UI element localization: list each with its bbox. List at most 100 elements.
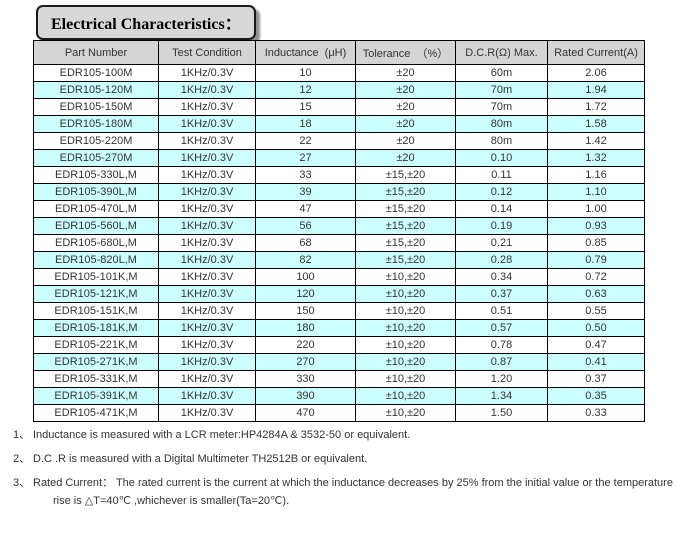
table-cell: 0.37 — [547, 370, 645, 388]
table-cell: EDR105-101K,M — [33, 268, 159, 286]
table-cell: EDR105-220M — [33, 132, 159, 150]
table-cell: ±10,±20 — [355, 336, 456, 354]
table-cell: EDR105-330L,M — [33, 166, 159, 184]
table-row: EDR105-100M 1KHz/0.3V 10 ±20 60m 2.06 — [33, 64, 645, 82]
table-cell: 0.41 — [547, 353, 645, 371]
note-number: 3、 — [13, 477, 31, 489]
table-cell: EDR105-390L,M — [33, 183, 159, 201]
table-cell: 0.10 — [455, 149, 548, 167]
table-cell: 220 — [255, 336, 356, 354]
table-cell: ±20 — [355, 149, 456, 167]
table-cell: 60m — [455, 64, 548, 82]
table-row: EDR105-221K,M 1KHz/0.3V 220 ±10,±20 0.78 0.47 — [33, 336, 645, 354]
table-cell: 68 — [255, 234, 356, 252]
table-cell: 2.06 — [547, 64, 645, 82]
table-row: EDR105-391K,M 1KHz/0.3V 390 ±10,±20 1.34 0.35 — [33, 387, 645, 405]
table-cell: ±15,±20 — [355, 166, 456, 184]
table-body: EDR105-100M 1KHz/0.3V 10 ±20 60m 2.06 EDR105-1… — [33, 64, 645, 422]
table-cell: 0.55 — [547, 302, 645, 320]
table-cell: 0.35 — [547, 387, 645, 405]
table-cell: ±20 — [355, 132, 456, 150]
table-cell: 0.34 — [455, 268, 548, 286]
table-cell: 1KHz/0.3V — [158, 353, 256, 371]
table-cell: 1.34 — [455, 387, 548, 405]
table-cell: 1KHz/0.3V — [158, 387, 256, 405]
note-text: Inductance is measured with a LCR meter:… — [33, 429, 411, 441]
table-cell: 0.12 — [455, 183, 548, 201]
table-cell: ±10,±20 — [355, 268, 456, 286]
column-header-test-condition: Test Condition — [158, 40, 256, 65]
note-number: 1、 — [13, 429, 31, 441]
table-row: EDR105-330L,M 1KHz/0.3V 33 ±15,±20 0.11 1.16 — [33, 166, 645, 184]
notes: 1、 Inductance is measured with a LCR mete… — [13, 429, 673, 519]
table-cell: 15 — [255, 98, 356, 116]
table-cell: EDR105-121K,M — [33, 285, 159, 303]
table-row: EDR105-331K,M 1KHz/0.3V 330 ±10,±20 1.20 0.37 — [33, 370, 645, 388]
table-cell: 1KHz/0.3V — [158, 285, 256, 303]
table-cell: EDR105-271K,M — [33, 353, 159, 371]
table-cell: ±15,±20 — [355, 217, 456, 235]
table-cell: 0.57 — [455, 319, 548, 337]
table-cell: EDR105-470L,M — [33, 200, 159, 218]
table-cell: EDR105-180M — [33, 115, 159, 133]
table-cell: ±10,±20 — [355, 302, 456, 320]
table-cell: ±20 — [355, 81, 456, 99]
table-cell: 0.79 — [547, 251, 645, 269]
table-row: EDR105-151K,M 1KHz/0.3V 150 ±10,±20 0.51 0.55 — [33, 302, 645, 320]
table-cell: 70m — [455, 98, 548, 116]
table-cell: 0.87 — [455, 353, 548, 371]
table-cell: 0.93 — [547, 217, 645, 235]
note: 2、 D.C .R is measured with a Digital Mult… — [13, 453, 668, 471]
page-title: Electrical Characteristics： — [36, 5, 256, 40]
table-row: EDR105-270M 1KHz/0.3V 27 ±20 0.10 1.32 — [33, 149, 645, 167]
table-cell: 1KHz/0.3V — [158, 234, 256, 252]
table-cell: 180 — [255, 319, 356, 337]
table-cell: ±10,±20 — [355, 319, 456, 337]
table-cell: 1KHz/0.3V — [158, 302, 256, 320]
table-cell: ±10,±20 — [355, 387, 456, 405]
table-cell: 1.50 — [455, 404, 548, 422]
table-row: EDR105-120M 1KHz/0.3V 12 ±20 70m 1.94 — [33, 81, 645, 99]
table-cell: 0.63 — [547, 285, 645, 303]
table-cell: ±15,±20 — [355, 234, 456, 252]
table-cell: ±10,±20 — [355, 353, 456, 371]
table-cell: EDR105-181K,M — [33, 319, 159, 337]
table-cell: 12 — [255, 81, 356, 99]
table-row: EDR105-150M 1KHz/0.3V 15 ±20 70m 1.72 — [33, 98, 645, 116]
table-cell: 100 — [255, 268, 356, 286]
column-header-dcr-max: D.C.R(Ω) Max. — [455, 40, 548, 65]
table-row: EDR105-121K,M 1KHz/0.3V 120 ±10,±20 0.37 0.63 — [33, 285, 645, 303]
table-cell: 0.72 — [547, 268, 645, 286]
note: 3、 Rated Current： The rated current is th… — [13, 477, 673, 513]
table-cell: 1KHz/0.3V — [158, 183, 256, 201]
table-cell: EDR105-221K,M — [33, 336, 159, 354]
table-cell: 1KHz/0.3V — [158, 132, 256, 150]
table-row: EDR105-220M 1KHz/0.3V 22 ±20 80m 1.42 — [33, 132, 645, 150]
table-cell: 1KHz/0.3V — [158, 115, 256, 133]
table-cell: 0.85 — [547, 234, 645, 252]
note: 1、 Inductance is measured with a LCR mete… — [13, 429, 668, 447]
table-cell: 0.33 — [547, 404, 645, 422]
table-cell: 39 — [255, 183, 356, 201]
note-text: Rated Current： The rated current is the … — [33, 477, 673, 507]
table-cell: 1.94 — [547, 81, 645, 99]
table-cell: EDR105-391K,M — [33, 387, 159, 405]
table-cell: 1KHz/0.3V — [158, 336, 256, 354]
table-cell: 1KHz/0.3V — [158, 319, 256, 337]
table-cell: 1KHz/0.3V — [158, 166, 256, 184]
column-header-part-number: Part Number — [33, 40, 159, 65]
table-cell: 0.19 — [455, 217, 548, 235]
table-cell: 0.21 — [455, 234, 548, 252]
table-cell: EDR105-150M — [33, 98, 159, 116]
table-cell: 1KHz/0.3V — [158, 98, 256, 116]
table-cell: 1KHz/0.3V — [158, 268, 256, 286]
table-cell: ±10,±20 — [355, 370, 456, 388]
table-cell: EDR105-471K,M — [33, 404, 159, 422]
table-header-row: Part Number Test Condition Inductance (μ… — [33, 40, 645, 65]
table-cell: 82 — [255, 251, 356, 269]
table-cell: ±10,±20 — [355, 285, 456, 303]
table-cell: 0.28 — [455, 251, 548, 269]
table-cell: 0.51 — [455, 302, 548, 320]
table-cell: 0.78 — [455, 336, 548, 354]
table-cell: ±10,±20 — [355, 404, 456, 422]
